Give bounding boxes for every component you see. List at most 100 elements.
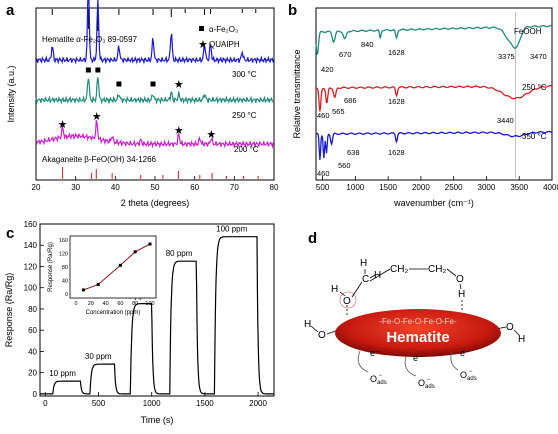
arrow-icon [357, 350, 369, 373]
o-ads: Oads− [370, 373, 387, 386]
inset-x-label: Concentration (ppm) [86, 310, 141, 316]
atom-o: O [506, 322, 514, 333]
peak-label: 840 [361, 40, 374, 49]
square-marker-icon [150, 81, 156, 87]
inset-points [81, 242, 152, 292]
x-tick-label: 70 [230, 183, 239, 192]
xrd-legend: α-Fe₂O₃ ★ QUAIPH [198, 25, 240, 51]
legend-quaiph-label: QUAIPH [209, 40, 240, 49]
x-tick-label: 500 [92, 399, 106, 408]
star-marker-icon: ★ [174, 125, 184, 137]
atom-h: H [304, 319, 311, 330]
ftir-250-label: 250 °C [522, 83, 547, 92]
response-x-axis-label: Time (s) [141, 415, 174, 425]
feooh-label: FeOOH [514, 27, 542, 36]
peak-label: 460 [317, 111, 330, 120]
x-tick-label: 500 [316, 183, 330, 192]
xrd-reference-lines [51, 9, 259, 179]
inset-y-tick-label: 40 [62, 279, 68, 285]
atom-o: O [343, 296, 351, 307]
peak-label: 565 [332, 107, 345, 116]
ftir-series-350 [315, 130, 553, 160]
ftir-x-axis-label: wavenumber (cm⁻¹) [393, 198, 474, 208]
inset-frame [69, 235, 157, 299]
inset-x-tick-label: 100 [145, 301, 154, 307]
electron-transfer: e⁻ e⁻ e⁻ [357, 348, 470, 377]
atom-h: H [518, 334, 525, 345]
response-frame [39, 223, 275, 397]
ftir-chart: b 5001000150020002500300035004000 FeOOH … [288, 2, 558, 208]
x-tick-label: 1500 [379, 183, 397, 192]
atom-ch2: CH₂ [428, 264, 446, 275]
hydrogen-bond-highlight [339, 291, 357, 309]
y-tick-label: 80 [28, 305, 37, 314]
x-tick-label: 20 [32, 183, 41, 192]
ftir-x-ticks: 500 1000 1500 2000 2500 3000 3500 4000 [316, 176, 558, 192]
peak-label: 686 [344, 96, 357, 105]
response-inset: 0 20 40 60 80 100 0 40 80 120 160 Concentration (p… [48, 235, 157, 316]
x-tick-label: 4000 [543, 183, 558, 192]
legend-hematite-label: α-Fe₂O₃ [209, 25, 238, 34]
xrd-peak-markers: ★ ★ ★ ★ ★ [58, 67, 216, 141]
y-tick-label: 40 [28, 347, 37, 356]
inset-point [133, 250, 137, 254]
peak-label: 3440 [497, 116, 514, 125]
ftir-y-axis-label: Relative transmittance [292, 49, 302, 138]
peak-label: 670 [339, 50, 352, 59]
inset-x-tick-label: 0 [74, 301, 77, 307]
peak-label: 1628 [388, 97, 405, 106]
o-ads: Oads− [460, 369, 477, 382]
x-tick-label: 50 [151, 183, 160, 192]
series-250-label: 250 °C [232, 111, 257, 120]
x-tick-label: 30 [71, 183, 80, 192]
square-marker-icon [95, 67, 101, 73]
xrd-series-line [36, 0, 274, 65]
pulse-label: 10 ppm [49, 369, 76, 378]
y-tick-label: 100 [24, 284, 38, 293]
inset-point [81, 288, 85, 292]
inset-y-label: Response (Ra/Rg) [48, 242, 54, 292]
atom-h: H [458, 289, 465, 300]
response-y-axis-label: Response (Ra/Rg) [4, 273, 14, 348]
y-tick-label: 60 [28, 326, 37, 335]
x-tick-label: 2000 [412, 183, 430, 192]
inset-y-tick-label: 80 [62, 265, 68, 271]
star-marker-icon: ★ [58, 119, 68, 131]
square-marker-icon [116, 81, 122, 87]
y-tick-label: 160 [24, 220, 38, 229]
xrd-x-axis-label: 2 theta (degrees) [121, 198, 190, 208]
ftir-series-250 [315, 84, 553, 112]
panel-d-mechanism: d O H C H H CH₂ CH₂ O H H O O H -Fe-O-Fe… [282, 216, 558, 429]
inset-y-tick-label: 120 [59, 252, 68, 258]
x-tick-label: 40 [111, 183, 120, 192]
electron-label: e⁻ [370, 348, 380, 358]
inset-point [118, 263, 122, 267]
panel-c-response: c 0 500 1000 1500 2000 0 20 40 60 80 100 120 140 160 … [0, 216, 282, 429]
x-tick-label: 1500 [196, 399, 214, 408]
x-tick-label: 0 [43, 399, 48, 408]
ftir-series-feooh [315, 24, 553, 55]
hematite-label: Hematite [386, 329, 449, 346]
xrd-series-line [35, 77, 274, 105]
panel-c-letter: c [6, 225, 14, 242]
peak-label: 420 [321, 65, 334, 74]
inset-ticks: 0 20 40 60 80 100 0 40 80 120 160 [59, 238, 155, 307]
panel-d-letter: d [308, 230, 317, 247]
xrd-x-ticks: 20 30 40 50 60 70 80 [32, 176, 279, 192]
akaganeite-ref-label: Akaganeite β-FeO(OH) 34-1266 [42, 155, 157, 164]
pulse-label: 100 ppm [216, 225, 247, 234]
legend-square-icon [199, 26, 204, 31]
pulse-label: 80 ppm [166, 249, 193, 258]
x-tick-label: 60 [190, 183, 199, 192]
ftir-350-label: 350 °C [522, 132, 547, 141]
ftir-frame [315, 7, 553, 181]
fe-o-chain: -Fe-O-Fe-O-Fe-O-Fe- [379, 317, 457, 326]
peak-label: 1628 [388, 148, 405, 157]
xrd-series-line [35, 119, 274, 149]
legend-star-icon: ★ [198, 39, 208, 51]
atom-h: H [331, 284, 338, 295]
peak-label: 460 [317, 169, 330, 178]
hematite-ref-label: Hematite α-Fe₂O₃ 89-0597 [42, 35, 138, 44]
molecule: O H C H H CH₂ CH₂ O H [331, 258, 465, 317]
x-tick-label: 2500 [445, 183, 463, 192]
